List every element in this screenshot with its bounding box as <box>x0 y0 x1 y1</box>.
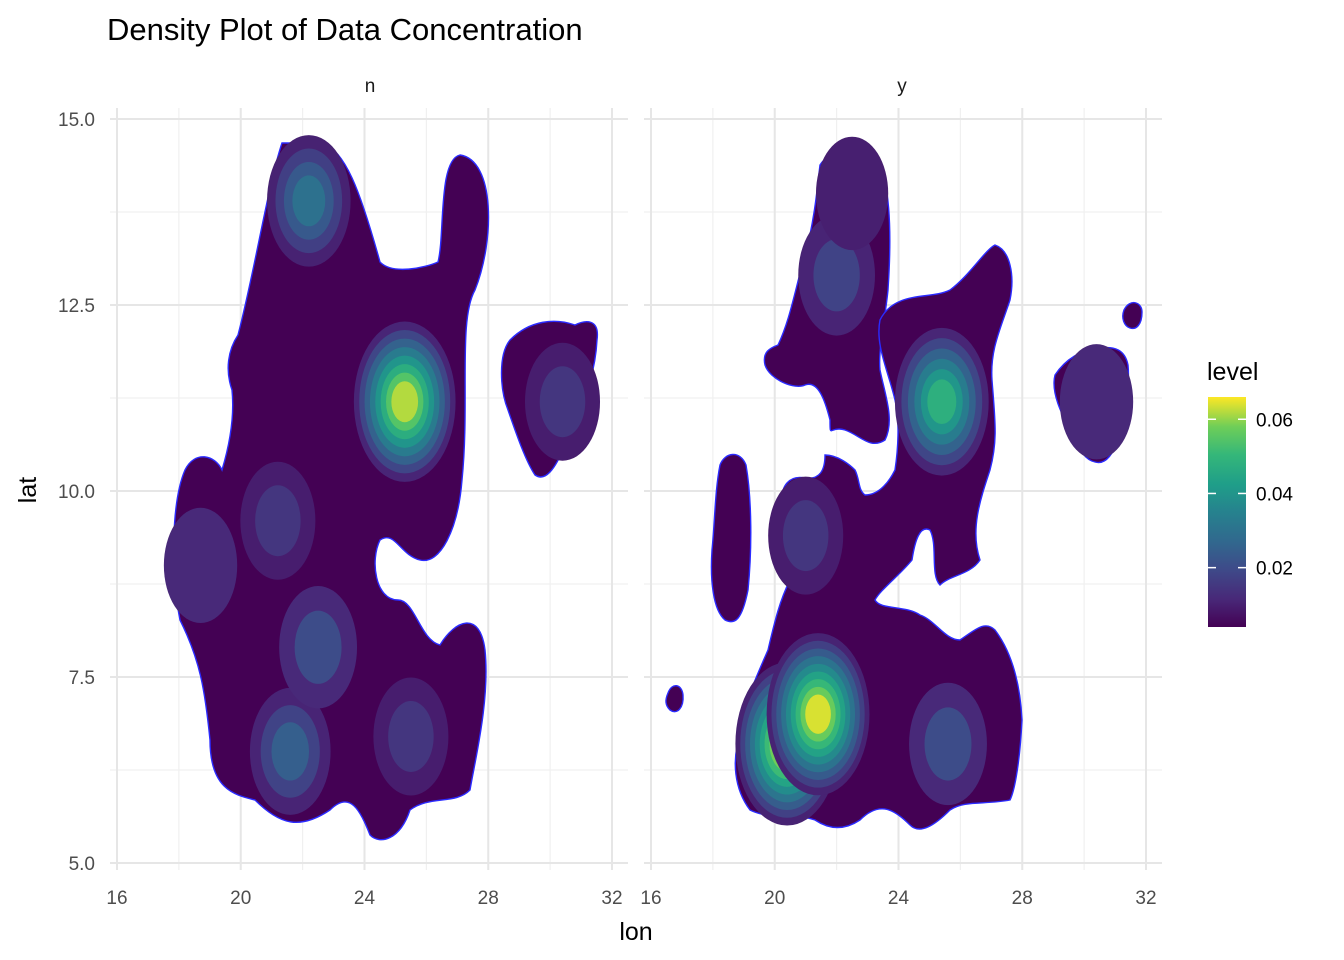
chart-title: Density Plot of Data Concentration <box>107 12 583 47</box>
x-tick-label: 28 <box>478 888 499 909</box>
x-tick-label: 16 <box>106 888 127 909</box>
density-contour-y-3-2 <box>813 239 860 312</box>
legend-ticks: 0.02 0.04 0.06 <box>1208 410 1293 580</box>
density-outline-y-left <box>710 453 752 623</box>
density-contour-n-7-2 <box>539 366 586 438</box>
legend-tick-label: 0.04 <box>1256 484 1293 505</box>
x-axis-title: lon <box>619 918 652 946</box>
x-tick-label: 32 <box>1135 888 1156 909</box>
x-axis-ticks-panel-n: 16 20 24 28 32 <box>106 888 622 909</box>
y-axis-title: lat <box>14 477 42 503</box>
density-contour-n-2-3 <box>271 722 310 781</box>
x-tick-label: 24 <box>888 888 910 909</box>
density-region-panel-n <box>163 135 601 841</box>
legend-tick-label: 0.02 <box>1256 559 1293 580</box>
legend-title: level <box>1207 358 1258 386</box>
y-tick-label: 5.0 <box>69 854 95 875</box>
y-tick-label: 12.5 <box>58 296 95 317</box>
y-tick-label: 15.0 <box>58 110 95 131</box>
density-contour-y-6-1 <box>1059 344 1134 460</box>
x-tick-label: 32 <box>601 888 622 909</box>
density-contour-n-4-2 <box>255 485 301 557</box>
legend-colorbar <box>1208 397 1246 627</box>
density-contour-y-2-6 <box>927 379 957 425</box>
density-outline-y-tiny-right <box>1122 302 1143 330</box>
density-region-panel-y <box>665 136 1143 830</box>
y-tick-label: 7.5 <box>69 668 95 689</box>
facet-panel-y <box>644 108 1162 870</box>
y-axis-ticks: 5.0 7.5 10.0 12.5 15.0 <box>58 110 95 875</box>
legend-tick-label: 0.06 <box>1256 410 1293 431</box>
density-outline-n-main <box>173 142 490 841</box>
density-contour-n-5-2 <box>388 701 434 773</box>
density-contour-y-1-9 <box>805 694 831 734</box>
x-tick-label: 24 <box>354 888 376 909</box>
x-tick-label: 20 <box>764 888 785 909</box>
x-axis-ticks-panel-y: 16 20 24 28 32 <box>640 888 1156 909</box>
y-tick-label: 10.0 <box>58 482 95 503</box>
facet-label-y: y <box>897 76 907 97</box>
density-levels-panel-n <box>163 135 601 815</box>
density-contour-y-7-1 <box>815 136 889 251</box>
density-outline-y-tiny-left <box>665 685 684 713</box>
x-tick-label: 16 <box>640 888 661 909</box>
density-contour-n-6-1 <box>163 507 238 624</box>
density-contour-y-5-2 <box>782 500 829 572</box>
facet-label-n: n <box>365 76 376 97</box>
x-tick-label: 28 <box>1012 888 1033 909</box>
legend: level 0.02 0.04 0.06 <box>1207 358 1293 627</box>
facet-panel-n <box>110 108 628 870</box>
density-contour-n-1-4 <box>292 175 326 227</box>
density-levels-panel-y <box>735 136 1134 826</box>
density-contour-n-3-2 <box>294 610 342 684</box>
density-contour-y-4-2 <box>924 707 972 781</box>
density-contour-n-0-8 <box>391 381 419 423</box>
x-tick-label: 20 <box>230 888 251 909</box>
